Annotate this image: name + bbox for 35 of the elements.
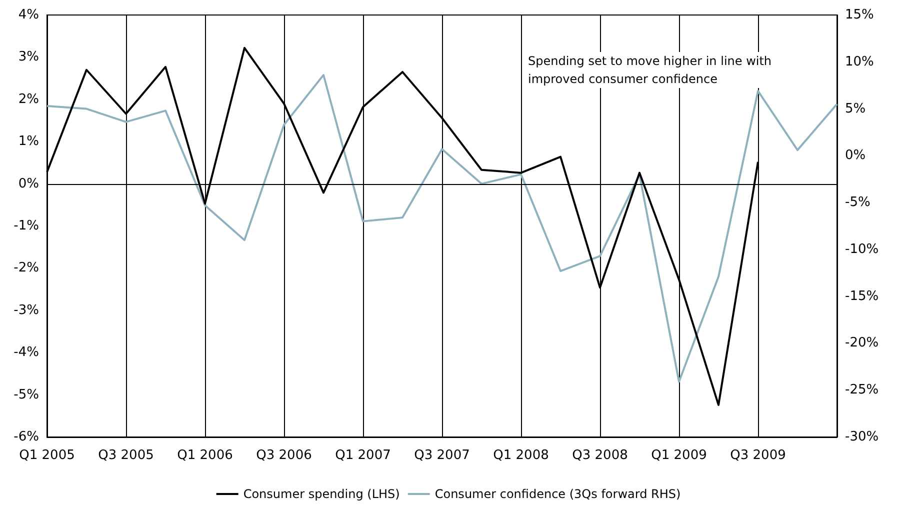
x-tick-label: Q1 2007 — [335, 448, 391, 463]
annotation: Spending set to move higher in line with improved consumer confidence — [528, 54, 772, 86]
x-tick-label: Q3 2006 — [256, 448, 312, 463]
y2-tick-label: -20% — [845, 336, 879, 351]
legend-label: Consumer spending (LHS) — [243, 487, 400, 501]
x-tick-label: Q3 2005 — [98, 448, 154, 463]
y-tick-label: -5% — [14, 387, 39, 402]
y-tick-label: 0% — [18, 176, 39, 192]
y2-tick-label: 10% — [845, 54, 874, 70]
y-tick-label: -3% — [14, 302, 39, 318]
y2-tick-label: 0% — [845, 148, 866, 164]
x-tick-label: Q1 2009 — [651, 448, 707, 463]
x-tick-label: Q1 2005 — [19, 448, 75, 463]
y-tick-label: 1% — [18, 134, 39, 150]
y-tick-label: -6% — [14, 430, 39, 444]
x-tick-label: Q3 2009 — [730, 448, 786, 463]
y-tick-label: -1% — [14, 218, 39, 234]
y-tick-label: -2% — [14, 260, 39, 276]
y-tick-label: -4% — [14, 345, 39, 360]
line-series — [46, 74, 838, 383]
x-tick-label: Q1 2006 — [177, 448, 233, 463]
x-tick-label: Q3 2007 — [414, 448, 470, 463]
y-tick-label: 3% — [18, 50, 39, 65]
x-tick-label: Q1 2008 — [493, 448, 549, 463]
y2-tick-label: -15% — [845, 288, 879, 304]
x-tick-label: Q3 2008 — [572, 448, 628, 463]
y2-tick-label: -30% — [845, 430, 879, 444]
y-tick-label: 2% — [18, 92, 39, 107]
y-tick-label: 4% — [18, 8, 39, 22]
y2-tick-label: -25% — [845, 382, 879, 398]
y2-tick-label: 15% — [845, 8, 874, 22]
y2-tick-label: -5% — [845, 195, 870, 210]
y2-tick-label: -10% — [845, 242, 879, 257]
legend-label: Consumer confidence (3Qs forward RHS) — [434, 487, 681, 501]
y2-tick-label: 5% — [845, 101, 866, 116]
